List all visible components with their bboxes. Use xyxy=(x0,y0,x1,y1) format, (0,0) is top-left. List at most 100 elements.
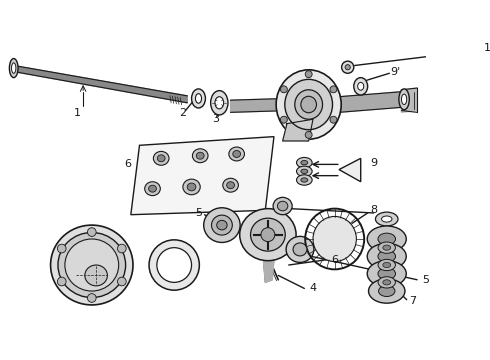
Ellipse shape xyxy=(192,89,205,108)
Ellipse shape xyxy=(233,150,241,157)
Ellipse shape xyxy=(204,208,240,243)
Ellipse shape xyxy=(58,233,125,298)
Text: 2: 2 xyxy=(179,108,186,118)
Ellipse shape xyxy=(367,261,406,287)
Ellipse shape xyxy=(378,277,395,288)
Polygon shape xyxy=(14,66,187,103)
Ellipse shape xyxy=(211,91,228,115)
Ellipse shape xyxy=(383,262,391,267)
Ellipse shape xyxy=(301,178,308,182)
Text: 1: 1 xyxy=(74,108,80,118)
Polygon shape xyxy=(339,91,404,112)
Ellipse shape xyxy=(301,169,308,174)
Text: 5: 5 xyxy=(195,208,202,218)
Ellipse shape xyxy=(240,209,296,261)
Ellipse shape xyxy=(383,280,391,285)
Ellipse shape xyxy=(301,96,317,113)
Ellipse shape xyxy=(399,89,409,110)
Text: 10: 10 xyxy=(484,43,490,53)
Ellipse shape xyxy=(145,182,160,195)
Ellipse shape xyxy=(148,185,156,192)
Polygon shape xyxy=(283,119,313,141)
Ellipse shape xyxy=(187,183,196,191)
Ellipse shape xyxy=(229,147,245,161)
Ellipse shape xyxy=(196,94,201,103)
Ellipse shape xyxy=(285,79,333,130)
Ellipse shape xyxy=(379,285,395,297)
Polygon shape xyxy=(339,158,361,182)
Ellipse shape xyxy=(157,248,192,282)
Circle shape xyxy=(118,244,126,253)
Text: 8: 8 xyxy=(370,205,377,215)
Ellipse shape xyxy=(383,245,391,250)
Ellipse shape xyxy=(378,242,395,253)
Ellipse shape xyxy=(212,215,232,235)
Circle shape xyxy=(305,131,312,138)
Ellipse shape xyxy=(85,265,107,286)
Ellipse shape xyxy=(250,218,285,251)
Ellipse shape xyxy=(301,161,308,165)
Ellipse shape xyxy=(293,243,307,256)
Circle shape xyxy=(280,116,287,123)
Ellipse shape xyxy=(153,151,169,165)
Ellipse shape xyxy=(223,178,239,192)
Ellipse shape xyxy=(273,197,292,215)
Polygon shape xyxy=(131,137,274,215)
Circle shape xyxy=(57,277,66,286)
Ellipse shape xyxy=(9,59,18,78)
Circle shape xyxy=(330,116,337,123)
Ellipse shape xyxy=(401,94,407,104)
Text: 6: 6 xyxy=(125,159,132,170)
Text: 4: 4 xyxy=(310,283,317,293)
Ellipse shape xyxy=(227,182,235,189)
Circle shape xyxy=(280,86,287,93)
Circle shape xyxy=(305,71,312,78)
Circle shape xyxy=(261,228,275,242)
Ellipse shape xyxy=(367,243,406,269)
Ellipse shape xyxy=(193,149,208,163)
Circle shape xyxy=(118,277,126,286)
Ellipse shape xyxy=(378,259,395,271)
Ellipse shape xyxy=(286,237,314,262)
Ellipse shape xyxy=(296,157,312,168)
Ellipse shape xyxy=(354,78,368,95)
Ellipse shape xyxy=(382,216,392,222)
Ellipse shape xyxy=(375,212,398,226)
Ellipse shape xyxy=(378,233,395,245)
Text: 5: 5 xyxy=(422,275,429,285)
Polygon shape xyxy=(401,88,417,112)
Text: 3: 3 xyxy=(212,114,220,124)
Circle shape xyxy=(345,64,350,70)
Ellipse shape xyxy=(50,225,133,305)
Ellipse shape xyxy=(358,82,364,90)
Ellipse shape xyxy=(378,251,395,262)
Ellipse shape xyxy=(12,63,16,73)
Ellipse shape xyxy=(368,279,405,303)
Polygon shape xyxy=(231,98,287,112)
Ellipse shape xyxy=(276,70,341,139)
Ellipse shape xyxy=(217,220,227,230)
Circle shape xyxy=(57,244,66,253)
Ellipse shape xyxy=(183,179,200,195)
Ellipse shape xyxy=(196,152,204,159)
Ellipse shape xyxy=(313,216,356,262)
Ellipse shape xyxy=(296,175,312,185)
Circle shape xyxy=(330,86,337,93)
Ellipse shape xyxy=(215,97,223,109)
Ellipse shape xyxy=(295,90,322,119)
Text: 9': 9' xyxy=(391,67,400,77)
Text: 6: 6 xyxy=(331,255,338,265)
Ellipse shape xyxy=(65,239,119,291)
Ellipse shape xyxy=(149,240,199,290)
Ellipse shape xyxy=(367,226,406,252)
Ellipse shape xyxy=(296,166,312,176)
Ellipse shape xyxy=(378,268,395,280)
Circle shape xyxy=(87,228,96,237)
Circle shape xyxy=(87,294,96,302)
Circle shape xyxy=(342,61,354,73)
Ellipse shape xyxy=(157,155,165,162)
Text: 9: 9 xyxy=(370,158,377,168)
Polygon shape xyxy=(263,249,275,282)
Ellipse shape xyxy=(277,201,288,211)
Text: 7: 7 xyxy=(409,296,416,306)
